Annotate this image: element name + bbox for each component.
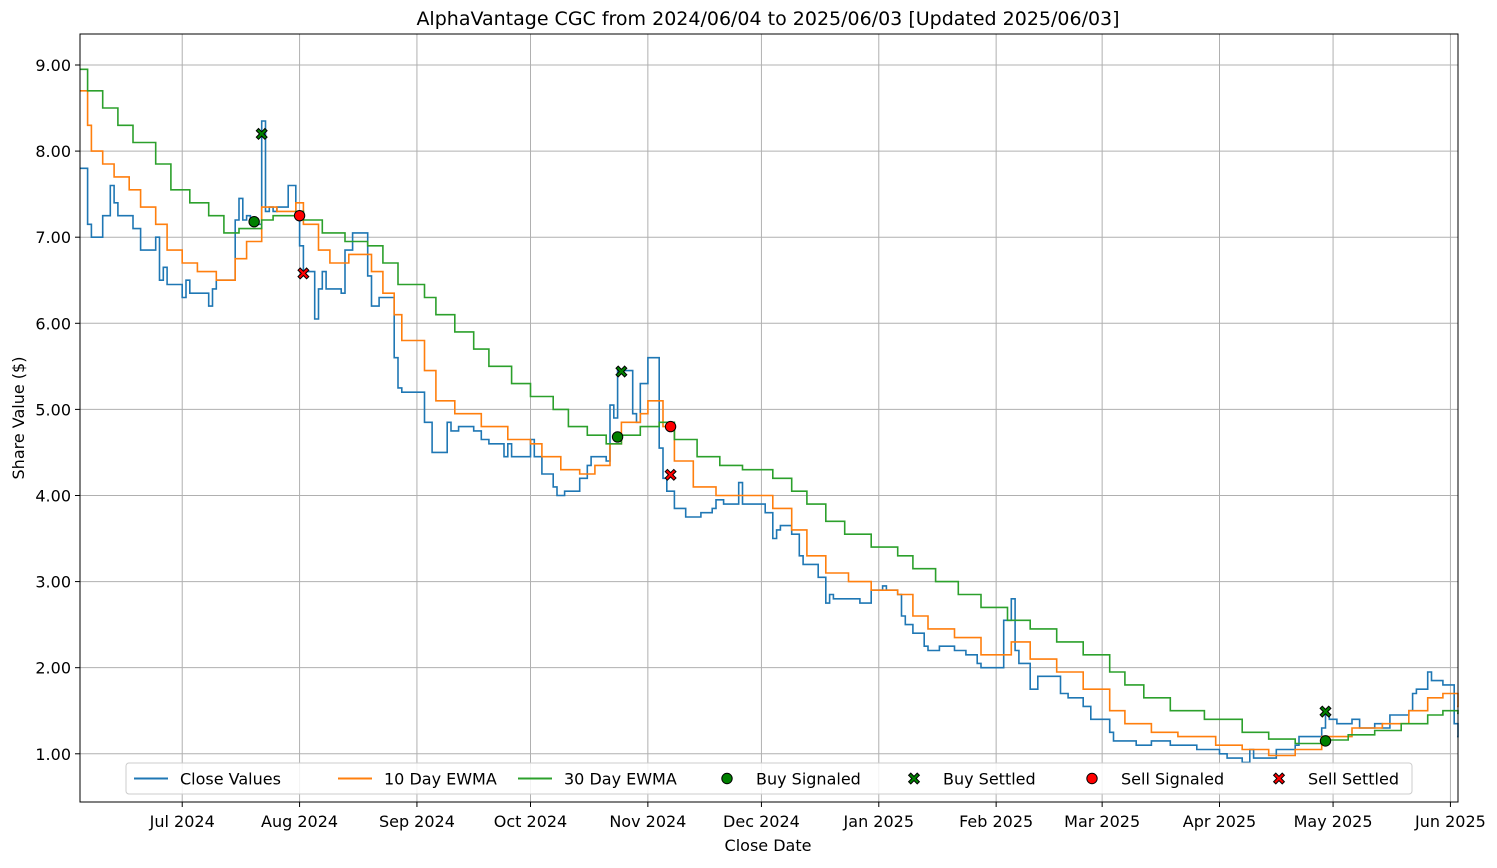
marker-buy-settled [1319,705,1332,718]
legend-label-30-day-ewma: 30 Day EWMA [564,770,677,789]
y-tick-label: 9.00 [35,56,71,75]
y-axis-label: Share Value ($) [9,357,28,480]
x-tick-label: Oct 2024 [494,812,567,831]
marker-buy-signaled [1319,735,1332,747]
x-tick-label: Mar 2025 [1064,812,1140,831]
x-tick-label: Feb 2025 [959,812,1033,831]
y-tick-label: 4.00 [35,486,71,505]
legend-label-buy-signaled: Buy Signaled [756,770,861,789]
marker-buy-signaled [248,215,260,228]
y-tick-label: 7.00 [35,228,71,247]
x-tick-label: Sep 2024 [379,812,455,831]
x-tick-label: Apr 2025 [1183,812,1256,831]
marker-sell-signaled [664,420,677,433]
legend: Close Values 10 Day EWMA 30 Day EWMA Buy Si… [125,762,1413,795]
grid [80,34,1458,802]
y-tick-label: 5.00 [35,400,71,419]
series-line-close-values [80,120,1459,764]
marker-sell-settled [297,267,310,280]
series-line-30-day-ewma [80,68,1459,745]
legend-label-buy-settled: Buy Settled [943,770,1036,789]
marker-layer [248,127,1332,747]
marker-buy-settled [615,365,628,378]
marker-sell-settled [664,468,677,481]
legend-box [125,762,1413,795]
x-tick-label: Dec 2024 [723,812,800,831]
y-tick-label: 8.00 [35,142,71,161]
x-tick-label: Jan 2025 [843,812,914,831]
y-tick-label: 6.00 [35,314,71,333]
series-layer [80,68,1459,764]
chart-title: AlphaVantage CGC from 2024/06/04 to 2025… [416,8,1119,30]
marker-buy-settled [255,127,268,141]
y-axis-ticks: 1.00 2.00 3.00 4.00 5.00 6.00 7.00 8.00 9.00 [35,56,80,764]
marker-buy-signaled [611,431,624,443]
x-tick-label: Aug 2024 [261,812,338,831]
legend-label-sell-settled: Sell Settled [1308,770,1399,789]
x-axis-label: Close Date [725,836,812,855]
x-tick-label: Jul 2024 [149,812,215,831]
legend-label-close-values: Close Values [180,770,281,789]
legend-swatch-sell-signaled [1086,772,1098,785]
y-tick-label: 1.00 [35,745,71,764]
marker-sell-signaled [293,209,306,222]
y-tick-label: 3.00 [35,573,71,592]
plot-frame [79,33,1459,803]
x-axis-ticks: Jul 2024 Aug 2024 Sep 2024 Oct 2024 Nov 2024… [149,802,1486,831]
x-tick-label: Jun 2025 [1414,812,1486,831]
x-tick-label: Nov 2024 [609,812,686,831]
legend-label-10-day-ewma: 10 Day EWMA [384,770,497,789]
series-line-10-day-ewma [80,90,1459,757]
legend-swatch-buy-signaled [721,772,733,785]
x-tick-label: May 2025 [1294,812,1373,831]
legend-label-sell-signaled: Sell Signaled [1121,770,1224,789]
legend-swatch-sell-settled [1272,772,1286,785]
y-tick-label: 2.00 [35,659,71,678]
legend-swatch-buy-settled [907,772,921,785]
